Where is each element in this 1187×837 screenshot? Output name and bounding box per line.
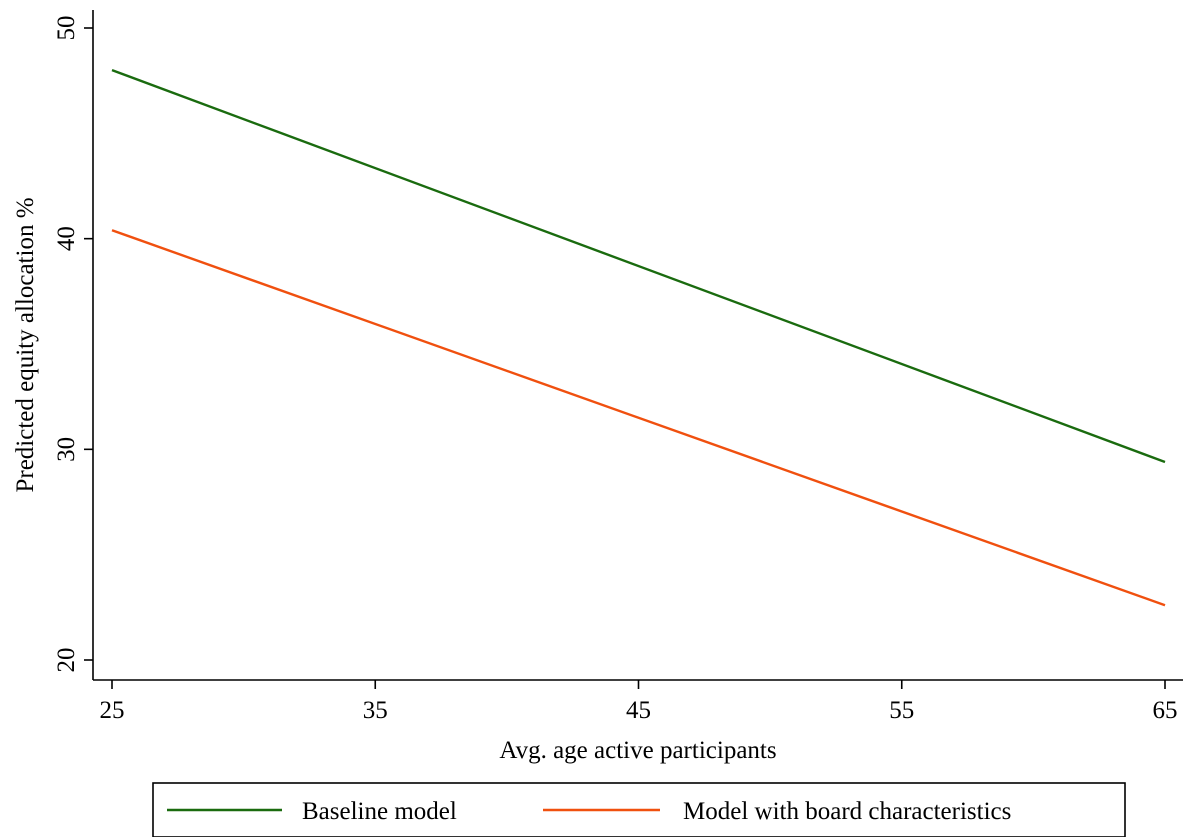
x-axis-ticks: 25 35 45 55 65 [100, 680, 1178, 724]
board-characteristics-line [111, 229, 1166, 607]
baseline-model-line [111, 69, 1166, 464]
x-tick-label: 35 [363, 697, 388, 724]
x-axis-title: Avg. age active participants [499, 737, 776, 764]
y-tick-label: 20 [53, 648, 80, 673]
x-tick-label: 45 [626, 697, 651, 724]
series-group [111, 69, 1166, 607]
y-tick-label: 30 [53, 437, 80, 462]
x-tick-label: 25 [100, 697, 125, 724]
y-tick-label: 50 [53, 16, 80, 41]
y-tick-label: 40 [53, 226, 80, 251]
legend-label: Model with board characteristics [683, 798, 1011, 825]
x-tick-label: 55 [889, 697, 914, 724]
y-axis-title: Predicted equity allocation % [12, 197, 39, 492]
legend: Baseline model Model with board character… [152, 782, 1126, 837]
legend-items: Baseline model Model with board character… [167, 798, 1011, 825]
x-tick-label: 65 [1153, 697, 1178, 724]
plot-area [92, 10, 1183, 681]
legend-label: Baseline model [302, 798, 457, 825]
y-axis-ticks: 20 30 40 50 [53, 16, 93, 673]
